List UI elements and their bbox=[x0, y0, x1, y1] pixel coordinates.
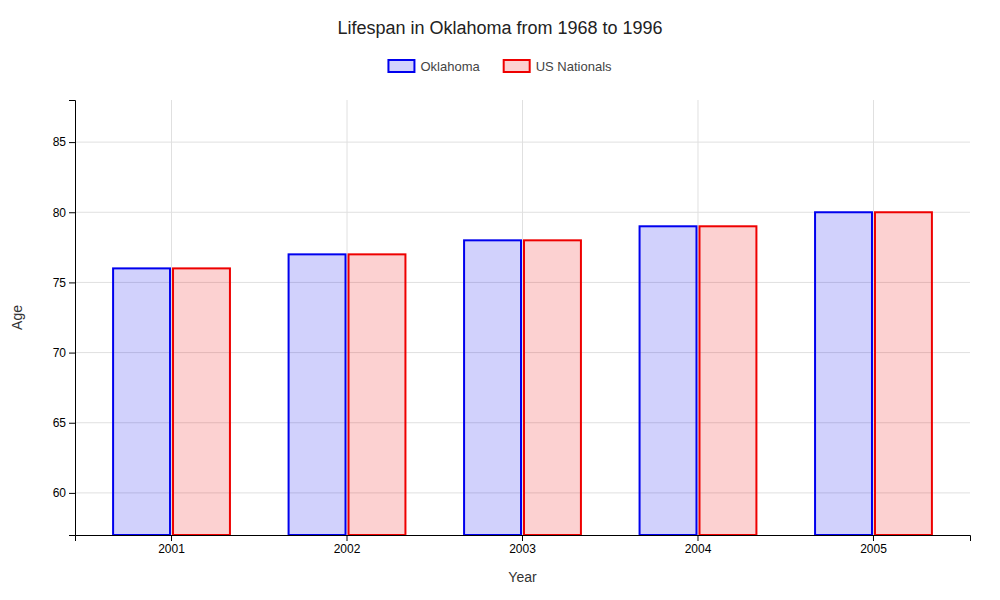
plot-area: 2001 2002 2003 2004 2005 60 65 70 75 80 85 bbox=[53, 100, 971, 556]
bar bbox=[699, 226, 756, 535]
tick: 60 bbox=[53, 486, 75, 500]
tick-mark bbox=[69, 423, 75, 424]
tick: 75 bbox=[53, 276, 75, 290]
axis-line bbox=[69, 101, 76, 536]
tick-label: 80 bbox=[53, 206, 67, 220]
tick-label: 2001 bbox=[158, 542, 185, 556]
grid-line bbox=[873, 100, 874, 535]
tick: 65 bbox=[53, 416, 75, 430]
tick-mark bbox=[69, 353, 75, 354]
grid-line bbox=[522, 100, 523, 535]
tick-label: 2002 bbox=[334, 542, 361, 556]
tick: 2005 bbox=[860, 535, 887, 556]
tick-mark bbox=[697, 535, 698, 541]
legend-item: US Nationals bbox=[504, 59, 612, 74]
bar bbox=[640, 226, 697, 535]
tick: 80 bbox=[53, 206, 75, 220]
tick-mark bbox=[69, 493, 75, 494]
bar bbox=[875, 212, 932, 535]
tick: 2002 bbox=[334, 535, 361, 556]
bars bbox=[113, 212, 932, 535]
bar bbox=[349, 254, 406, 535]
y-axis: 60 65 70 75 80 85 bbox=[53, 101, 76, 536]
legend-label: US Nationals bbox=[536, 59, 612, 74]
bar bbox=[173, 268, 230, 535]
bar bbox=[464, 240, 521, 535]
tick: 2004 bbox=[685, 535, 712, 556]
series bbox=[173, 212, 932, 535]
tick-mark bbox=[69, 142, 75, 143]
legend-label: Oklahoma bbox=[420, 59, 480, 74]
grid bbox=[75, 100, 970, 535]
tick-mark bbox=[171, 535, 172, 541]
tick: 2001 bbox=[158, 535, 185, 556]
tick: 85 bbox=[53, 135, 75, 149]
tick-mark bbox=[69, 212, 75, 213]
tick-mark bbox=[347, 535, 348, 541]
axis-line bbox=[76, 536, 971, 542]
tick-label: 2003 bbox=[509, 542, 536, 556]
tick: 2003 bbox=[509, 535, 536, 556]
tick-mark bbox=[69, 282, 75, 283]
title: Lifespan in Oklahoma from 1968 to 1996 bbox=[337, 18, 662, 38]
y-axis-title: Age bbox=[9, 305, 25, 330]
bar bbox=[524, 240, 581, 535]
bar bbox=[815, 212, 872, 535]
legend-swatch bbox=[504, 60, 530, 72]
tick-mark bbox=[522, 535, 523, 541]
tick-label: 85 bbox=[53, 135, 67, 149]
chart: 2001 2002 2003 2004 2005 60 65 70 75 80 85 Year Age L… bbox=[0, 0, 1000, 600]
tick-label: 65 bbox=[53, 416, 67, 430]
tick-label: 60 bbox=[53, 486, 67, 500]
grid-line bbox=[697, 100, 698, 535]
tick-label: 2004 bbox=[685, 542, 712, 556]
grid-line bbox=[347, 100, 348, 535]
tick: 70 bbox=[53, 346, 75, 360]
bar bbox=[289, 254, 346, 535]
x-axis-title: Year bbox=[508, 569, 537, 585]
tick-label: 75 bbox=[53, 276, 67, 290]
grid-line bbox=[171, 100, 172, 535]
tick-label: 2005 bbox=[860, 542, 887, 556]
series bbox=[113, 212, 872, 535]
tick-mark bbox=[873, 535, 874, 541]
legend-item: Oklahoma bbox=[388, 59, 480, 74]
legend: Oklahoma US Nationals bbox=[388, 59, 612, 74]
legend-swatch bbox=[388, 60, 414, 72]
tick-label: 70 bbox=[53, 346, 67, 360]
x-axis: 2001 2002 2003 2004 2005 bbox=[76, 535, 971, 556]
bar bbox=[113, 268, 170, 535]
